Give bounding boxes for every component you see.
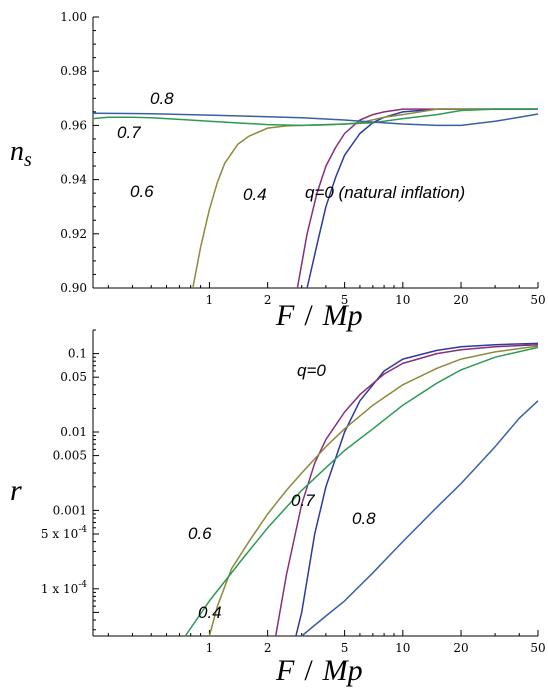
ns-axes bbox=[92, 17, 538, 289]
ns-y-tick-label: 0.94 bbox=[60, 173, 87, 187]
ns-y-tick-label: 0.96 bbox=[60, 118, 87, 132]
r-xlabel-main: F bbox=[275, 654, 295, 687]
ns-series-line-0.7 bbox=[92, 108, 538, 127]
ns-y-tick-label: 0.92 bbox=[60, 227, 87, 241]
ns-annotation-0.4: 0.4 bbox=[243, 185, 267, 204]
r-x-axis-title: F / Mp bbox=[275, 654, 363, 687]
r-xlabel-sep: / bbox=[304, 654, 313, 687]
r-y-tick-label: 0.005 bbox=[53, 449, 87, 463]
r-series-line-0.8 bbox=[301, 400, 539, 637]
r-annotation-q0: q=0 bbox=[297, 361, 326, 380]
r-annotation-0.8: 0.8 bbox=[352, 509, 376, 528]
ns-annotation-0.6: 0.6 bbox=[130, 182, 154, 201]
r-y-tick-label: 0.01 bbox=[60, 425, 87, 439]
r-chart: 1 2 5 10 20 50 0.1 0.05 0.01 0.005 0.001 5 x 10-4 1 … bbox=[10, 329, 546, 687]
ns-xlabel-main: F bbox=[275, 299, 295, 332]
ns-x-tick-label: 20 bbox=[453, 293, 468, 307]
ns-x-tick-label: 1 bbox=[206, 293, 214, 307]
r-y-axis-title: r bbox=[10, 474, 22, 507]
ns-ylabel-main: n bbox=[10, 136, 24, 167]
r-ticks: 1 2 5 10 20 50 0.1 0.05 0.01 0.005 0.001 5 x 10-4 1 … bbox=[41, 329, 546, 655]
r-axes bbox=[92, 330, 538, 637]
ns-ticks: 1 2 5 10 20 50 0.90 0.92 0.94 0.96 0.98 1.00 bbox=[60, 10, 545, 307]
ns-y-axis-title: ns bbox=[10, 136, 32, 171]
r-series-line-0.6 bbox=[208, 345, 539, 637]
r-y-tick-label: 0.1 bbox=[68, 347, 87, 361]
r-xlabel-sub: Mp bbox=[322, 654, 363, 687]
r-annotation-0.7: 0.7 bbox=[291, 491, 315, 510]
ns-ylabel-sub: s bbox=[24, 149, 32, 171]
r-y-tick-label: 0.05 bbox=[60, 370, 87, 384]
ns-annotation-q0: q=0 (natural inflation) bbox=[305, 183, 465, 202]
ns-annotation-0.7: 0.7 bbox=[117, 123, 141, 142]
ns-series-line-0.8 bbox=[92, 112, 539, 127]
ns-x-tick-label: 5 bbox=[341, 293, 349, 307]
r-annotation-0.6: 0.6 bbox=[188, 524, 212, 543]
r-y-tick-label: 5 x 10-4 bbox=[41, 525, 87, 541]
ns-xlabel-sep: / bbox=[304, 299, 313, 332]
r-x-tick-label: 1 bbox=[206, 641, 214, 655]
ns-series-group bbox=[92, 108, 539, 289]
r-series-line-q=0 bbox=[295, 342, 539, 637]
r-x-tick-label: 2 bbox=[264, 641, 272, 655]
r-y-tick-label: 1 x 10-4 bbox=[41, 580, 87, 596]
ns-annotation-0.8: 0.8 bbox=[150, 89, 174, 108]
r-series-line-0.4 bbox=[274, 343, 539, 637]
ns-x-tick-label: 50 bbox=[530, 293, 545, 307]
r-y-tick-label: 0.001 bbox=[53, 503, 87, 517]
ns-x-axis-title: F / Mp bbox=[275, 299, 363, 332]
r-x-tick-label: 50 bbox=[530, 641, 545, 655]
ns-y-tick-label: 1.00 bbox=[60, 10, 87, 24]
r-series-group bbox=[184, 342, 539, 637]
ns-xlabel-sub: Mp bbox=[322, 299, 363, 332]
ns-y-tick-label: 0.98 bbox=[60, 64, 87, 78]
r-annotation-0.4: 0.4 bbox=[198, 603, 222, 622]
r-x-tick-label: 5 bbox=[341, 641, 349, 655]
r-series-line-0.7 bbox=[184, 346, 539, 637]
ns-x-tick-label: 10 bbox=[395, 293, 410, 307]
r-x-tick-label: 10 bbox=[395, 641, 410, 655]
ns-x-tick-label: 2 bbox=[264, 293, 272, 307]
ns-chart: 1 2 5 10 20 50 0.90 0.92 0.94 0.96 0.98 1.00 ns F / M… bbox=[10, 10, 546, 332]
ns-y-tick-label: 0.90 bbox=[60, 281, 87, 295]
r-x-tick-label: 20 bbox=[453, 641, 468, 655]
